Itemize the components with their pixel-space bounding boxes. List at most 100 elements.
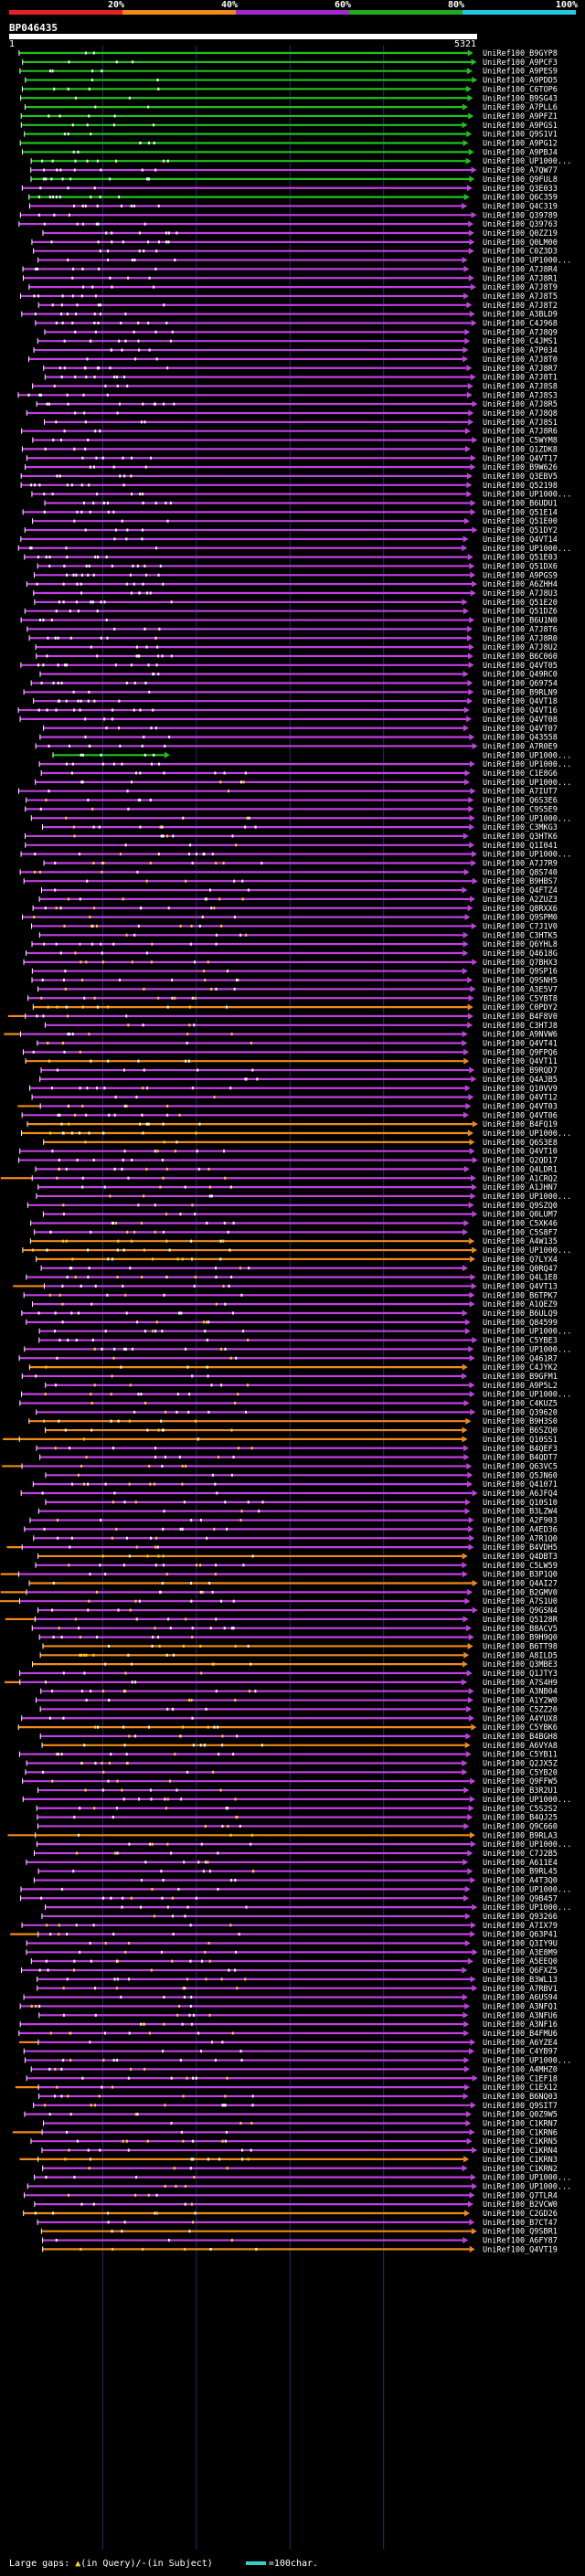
- hit-row[interactable]: UniRef100_C5WYM8: [32, 437, 558, 446]
- hit-row[interactable]: UniRef100_C5YB11: [18, 1751, 558, 1760]
- hit-row[interactable]: UniRef100_Q8S740: [19, 868, 558, 877]
- hit-row[interactable]: UniRef100_B4QDT7: [39, 1454, 558, 1463]
- hit-row[interactable]: UniRef100_UP1000...: [38, 760, 571, 769]
- hit-row[interactable]: UniRef100_C1EX12: [15, 2083, 558, 2093]
- hit-row[interactable]: UniRef100_B2VCW0: [34, 2200, 558, 2210]
- hit-row[interactable]: UniRef100_B9GFM1: [21, 1373, 558, 1382]
- hit-row[interactable]: UniRef100_Q9SP16: [31, 968, 558, 977]
- hit-row[interactable]: UniRef100_A7RBV1: [37, 1985, 558, 1994]
- hit-row[interactable]: UniRef100_UP1000...: [45, 1903, 572, 1913]
- hit-row[interactable]: UniRef100_UP1000...: [36, 1840, 571, 1850]
- hit-row[interactable]: UniRef100_A3NF16: [19, 2020, 558, 2030]
- hit-row[interactable]: UniRef100_B9W626: [25, 463, 558, 472]
- hit-row[interactable]: UniRef100_A1JHN7: [37, 1183, 558, 1193]
- hit-row[interactable]: UniRef100_Q4VT07: [43, 725, 558, 734]
- hit-row[interactable]: UniRef100_A6VYA8: [41, 1742, 558, 1751]
- hit-row[interactable]: UniRef100_C5LW59: [35, 1562, 558, 1571]
- hit-row[interactable]: UniRef100_B9RLN9: [23, 688, 558, 697]
- hit-row[interactable]: UniRef100_C6TOP6: [21, 85, 558, 94]
- hit-row[interactable]: UniRef100_A9NVW6: [4, 1031, 558, 1040]
- hit-row[interactable]: UniRef100_Q10VV9: [29, 1085, 558, 1094]
- hit-row[interactable]: UniRef100_A9PCF3: [22, 58, 558, 68]
- hit-row[interactable]: UniRef100_A7J7R9: [43, 860, 558, 869]
- hit-row[interactable]: UniRef100_A9PGS9: [33, 571, 558, 580]
- hit-row[interactable]: UniRef100_A6YZE4: [19, 2039, 558, 2048]
- hit-row[interactable]: UniRef100_C1KRN6: [12, 2128, 558, 2137]
- hit-row[interactable]: UniRef100_Q9B457: [20, 1894, 558, 1903]
- hit-row[interactable]: UniRef100_A7S4H9: [5, 1679, 558, 1688]
- hit-row[interactable]: UniRef100_C1KRN4: [41, 2147, 558, 2156]
- hit-row[interactable]: UniRef100_B6NQ03: [38, 2093, 558, 2102]
- hit-row[interactable]: UniRef100_A9PES9: [19, 68, 558, 77]
- hit-row[interactable]: UniRef100_C5YB20: [25, 1768, 558, 1777]
- hit-row[interactable]: UniRef100_A3BLD9: [21, 311, 558, 320]
- hit-row[interactable]: UniRef100_B4BGH8: [39, 1733, 558, 1742]
- hit-row[interactable]: UniRef100_Q39620: [36, 1408, 558, 1417]
- hit-row[interactable]: UniRef100_Q4FTZ4: [40, 886, 558, 896]
- hit-row[interactable]: UniRef100_B3WL13: [37, 1976, 558, 1985]
- hit-row[interactable]: UniRef100_C4J968: [35, 320, 558, 329]
- hit-row[interactable]: UniRef100_B4QEF3: [36, 1445, 558, 1454]
- hit-row[interactable]: UniRef100_B8ACV5: [31, 1625, 558, 1634]
- hit-row[interactable]: UniRef100_A7S1U0: [0, 1597, 558, 1606]
- hit-row[interactable]: UniRef100_A3E5V7: [37, 985, 558, 994]
- hit-row[interactable]: UniRef100_B6C060: [36, 652, 558, 662]
- hit-row[interactable]: UniRef100_A9PFZ1: [20, 112, 558, 122]
- hit-row[interactable]: UniRef100_Q51DZ6: [24, 608, 558, 617]
- hit-row[interactable]: UniRef100_C1KRN5: [30, 2137, 558, 2147]
- hit-row[interactable]: UniRef100_Q0ZZ19: [42, 229, 558, 239]
- hit-row[interactable]: UniRef100_Q9SBR1: [40, 2228, 558, 2237]
- hit-row[interactable]: UniRef100_Q51E00: [32, 517, 558, 526]
- hit-row[interactable]: UniRef100_Q2QD17: [18, 1157, 558, 1166]
- hit-row[interactable]: UniRef100_C4YB97: [23, 2048, 558, 2057]
- hit-row[interactable]: UniRef100_C4JMS1: [37, 337, 558, 346]
- hit-row[interactable]: UniRef100_A7J8S8: [32, 382, 558, 391]
- hit-row[interactable]: UniRef100_A2ZUZ3: [38, 896, 558, 905]
- hit-row[interactable]: UniRef100_B9RQD7: [40, 1066, 558, 1076]
- hit-row[interactable]: UniRef100_B2GMV0: [0, 1588, 558, 1597]
- hit-row[interactable]: UniRef100_Q4AJB5: [39, 1076, 558, 1085]
- hit-row[interactable]: UniRef100_Q9C660: [37, 1822, 558, 1831]
- hit-row[interactable]: UniRef100_UP1000...: [37, 257, 572, 266]
- hit-row[interactable]: UniRef100_Q4C319: [28, 202, 558, 211]
- hit-row[interactable]: UniRef100_A7IUT7: [17, 788, 558, 797]
- hit-row[interactable]: UniRef100_B3LZW4: [37, 1508, 558, 1517]
- hit-row[interactable]: UniRef100_Q84599: [26, 1319, 558, 1328]
- hit-row[interactable]: UniRef100_A7J8Q8: [26, 409, 558, 419]
- hit-row[interactable]: UniRef100_Q9FUL8: [30, 175, 558, 185]
- hit-row[interactable]: UniRef100_A4YUX8: [21, 1714, 558, 1723]
- hit-row[interactable]: UniRef100_C2GD26: [23, 2210, 558, 2219]
- hit-row[interactable]: UniRef100_Q39763: [18, 220, 558, 229]
- hit-row[interactable]: UniRef100_Q7BHX3: [23, 959, 558, 968]
- hit-row[interactable]: UniRef100_A7QW77: [30, 166, 558, 175]
- hit-row[interactable]: UniRef100_UP1000...: [20, 1885, 571, 1894]
- hit-row[interactable]: UniRef100_UP1000...: [34, 2174, 572, 2183]
- hit-row[interactable]: UniRef100_UP1000...: [22, 1796, 571, 1805]
- hit-row[interactable]: UniRef100_Q7LYX4: [36, 1256, 558, 1265]
- hit-row[interactable]: UniRef100_A7J8S3: [17, 391, 558, 400]
- hit-row[interactable]: UniRef100_Q9FPQ6: [22, 1048, 558, 1057]
- hit-row[interactable]: UniRef100_A7J8T5: [20, 292, 558, 302]
- hit-row[interactable]: UniRef100_Q39789: [19, 211, 558, 220]
- hit-row[interactable]: UniRef100_A7IX79: [21, 1922, 558, 1931]
- hit-row[interactable]: UniRef100_B9HBS7: [23, 877, 558, 886]
- hit-row[interactable]: UniRef100_A4T3Q0: [33, 1877, 558, 1886]
- hit-row[interactable]: UniRef100_A9PBJ4: [21, 148, 558, 157]
- hit-row[interactable]: UniRef100_B6UDU1: [44, 500, 558, 509]
- hit-row[interactable]: UniRef100_A7J8T6: [27, 625, 558, 634]
- hit-row[interactable]: UniRef100_C5YBE3: [38, 1337, 558, 1346]
- hit-row[interactable]: UniRef100_Q41071: [32, 1480, 558, 1489]
- hit-row[interactable]: UniRef100_C4JYK2: [28, 1363, 558, 1373]
- hit-row[interactable]: UniRef100_Q0LUM7: [42, 1211, 558, 1220]
- hit-row[interactable]: UniRef100_A7R0E9: [35, 742, 558, 751]
- hit-row[interactable]: UniRef100_Q9SIT7: [33, 2102, 558, 2111]
- hit-row[interactable]: UniRef100_C0PDY2: [32, 1003, 558, 1012]
- hit-row[interactable]: UniRef100_C5XK46: [30, 1220, 558, 1229]
- hit-row[interactable]: UniRef100_C3MKG3: [42, 823, 558, 832]
- hit-row[interactable]: UniRef100_B9H9Q0: [38, 1634, 558, 1643]
- hit-row[interactable]: UniRef100_Q43558: [39, 734, 558, 743]
- hit-row[interactable]: UniRef100_Q10S10: [45, 1499, 558, 1508]
- hit-row[interactable]: UniRef100_Q63VC5: [2, 1462, 558, 1471]
- hit-row[interactable]: UniRef100_A3NB04: [40, 1688, 558, 1697]
- hit-row[interactable]: UniRef100_A6FY87: [42, 2237, 558, 2246]
